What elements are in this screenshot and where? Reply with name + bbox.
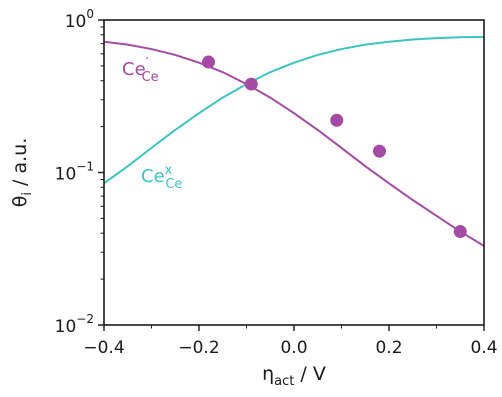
y-tick-label: 10−2 [55,312,94,337]
series-label: Cex Ce [141,163,182,192]
x-tick-label: −0.4 [83,338,124,358]
x-tick-label: 0.0 [280,338,307,358]
series-labels: Ce′ Ce Cex Ce [122,56,182,192]
axis-titles: ηact / V θi / a.u. [9,138,326,389]
data-point [453,225,467,239]
data-point [330,113,344,127]
x-ticks: −0.4 −0.2 0.0 0.2 0.4 [83,325,498,358]
y-tick-label: 10−1 [55,160,94,185]
data-point [244,77,258,91]
series-label: Ce′ Ce [122,56,159,85]
y-axis-title: θi / a.u. [9,138,35,208]
x-tick-label: −0.2 [178,338,219,358]
data-point [373,144,386,158]
x-tick-label: 0.2 [375,338,402,358]
x-axis-title: ηact / V [262,363,326,389]
x-tick-label: 0.4 [470,338,497,358]
y-ticks: 10−2 10−1 100 [55,7,104,337]
chart-marks [104,35,484,247]
data-point [202,55,215,69]
y-tick-label: 100 [65,7,94,32]
series-line-1 [104,35,484,185]
series-line-0 [104,40,484,247]
